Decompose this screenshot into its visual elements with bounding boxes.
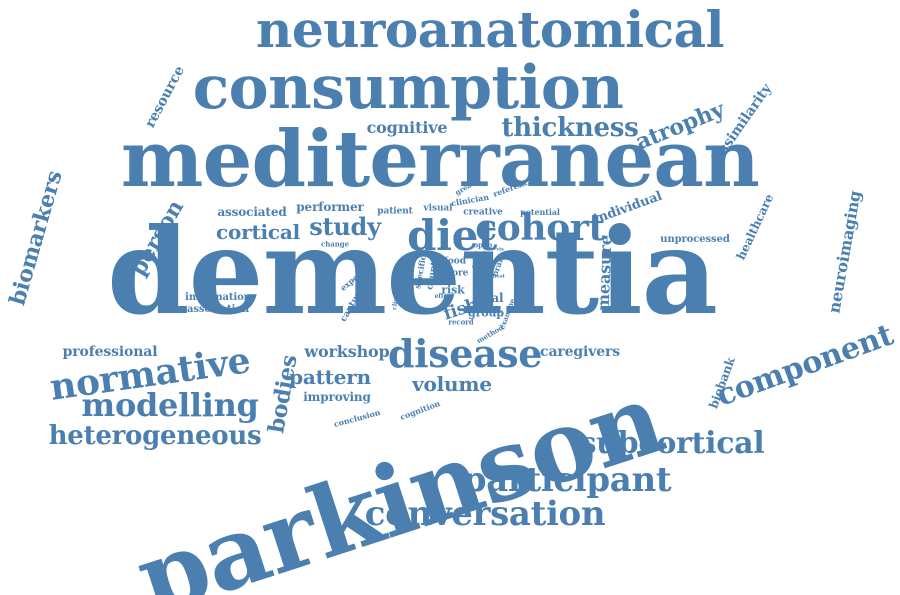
word-volume: volume [412,372,492,396]
word-dementia: dementia [107,202,718,341]
word-component: component [711,317,898,414]
word-measure: measure [593,234,616,312]
word-mediterranean: mediterranean [120,114,760,205]
word-patient: patient [377,206,413,217]
word-open: open [473,240,493,250]
word-conclusion: conclusion [332,407,382,429]
word-aim: aim [471,263,483,270]
word-participant: participant [462,460,672,500]
word-frail: frail [474,250,486,257]
word-meat: meat [491,273,505,280]
word-cognitive: cognitive [366,118,448,137]
word-professional: professional [62,344,158,360]
word-creative: creative [463,207,503,218]
word-total: total [472,291,504,305]
word-conversation: conversation [364,494,606,534]
word-score: score [441,268,469,279]
word-unprocessed: unprocessed [660,234,730,245]
word-cognition: cognition [398,398,442,422]
word-neuroimaging: neuroimaging [824,189,865,315]
word-modelling: modelling [81,386,259,424]
word-caregivers: caregivers [540,344,620,360]
word-pattern: pattern [289,365,371,389]
word-cohort: cohort [475,207,605,249]
word-workshop: workshop [304,342,390,361]
word-disease: disease [387,331,543,376]
word-vis: vis [496,246,504,253]
word-record: record [448,317,474,327]
word-biomarkers: biomarkers [4,167,68,309]
word-subcortical: subcortical [579,426,765,461]
word-change: change [321,239,349,249]
word-risk: risk [441,283,465,297]
word-effect: effect [434,293,454,300]
word-study: study [309,212,381,241]
word-food: food [444,256,466,267]
word-neuroanatomical: neuroanatomical [255,0,725,59]
word-visual: visual [423,203,453,214]
word-group: group [468,306,504,320]
word-information: information [185,292,251,303]
word-associated: associated [217,205,287,219]
word-performer: performer [296,200,364,214]
word-cortical: cortical [215,220,301,244]
word-association: association [186,304,250,315]
word-improving: improving [303,390,371,404]
word-diet: diet [407,211,497,260]
word-potential: potential [520,207,560,217]
word-consumption: consumption [192,53,624,123]
word-heterogeneous: heterogeneous [48,421,262,451]
word-thickness: thickness [501,113,639,143]
